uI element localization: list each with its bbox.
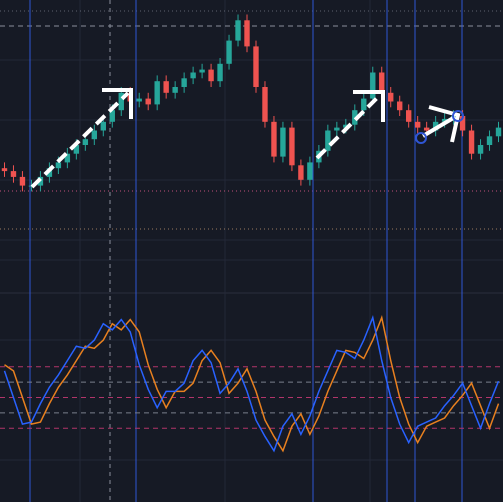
candle-body [307, 162, 313, 180]
arrow-head [428, 105, 461, 143]
candle-body [136, 98, 142, 102]
candle-body [208, 69, 214, 82]
candle-body [397, 101, 403, 111]
candle-body [388, 92, 394, 102]
candle-body [280, 127, 286, 157]
candle-body [459, 116, 466, 131]
candle-body [154, 81, 160, 105]
arrow-line [30, 91, 130, 189]
candle-body [172, 87, 178, 93]
candle-body [217, 63, 223, 82]
candle-body [423, 127, 430, 131]
candle-body [82, 139, 89, 145]
candle-body [361, 98, 367, 111]
drawings [30, 88, 461, 189]
candle-body [379, 72, 385, 93]
candle-body [405, 110, 412, 122]
candle-body [1, 168, 8, 172]
candle-body [55, 162, 62, 169]
candle-body [226, 40, 232, 64]
candle-body [262, 87, 268, 122]
candle-body [244, 20, 250, 47]
oscillator-line [3, 314, 500, 453]
candle-body [10, 171, 17, 177]
arrow-line [315, 95, 380, 160]
arrow-line [421, 115, 457, 138]
candle-body [253, 46, 259, 87]
arrow-head [102, 88, 133, 119]
candle-body [64, 153, 71, 163]
candle-body [19, 176, 26, 186]
candle-body [495, 127, 502, 137]
candle-body [199, 69, 205, 73]
candle-body [441, 118, 448, 122]
arrow-head [353, 90, 385, 122]
anchor-point [452, 110, 464, 122]
candle-body [298, 165, 304, 180]
candle-body [343, 124, 349, 128]
candle-body [271, 121, 277, 157]
candle-body [91, 130, 98, 140]
candle-body [118, 92, 124, 111]
candle-body [370, 72, 376, 99]
candle-body [468, 130, 475, 154]
candle-body [414, 121, 421, 128]
anchor-point [415, 132, 427, 144]
candle-body [334, 127, 340, 131]
candle-body [73, 145, 80, 154]
candle-body [190, 72, 196, 79]
oscillator-pane [0, 314, 503, 453]
candle-body [109, 110, 115, 122]
candle-body [145, 98, 151, 105]
candle-body [486, 136, 493, 145]
candle-body [100, 121, 106, 131]
candle-body [235, 20, 241, 41]
candle-body [181, 78, 187, 87]
candle-body [477, 145, 484, 154]
candle-body [432, 121, 439, 131]
candle-body [163, 81, 169, 93]
candle-body [289, 127, 295, 166]
candle-body [325, 130, 331, 151]
